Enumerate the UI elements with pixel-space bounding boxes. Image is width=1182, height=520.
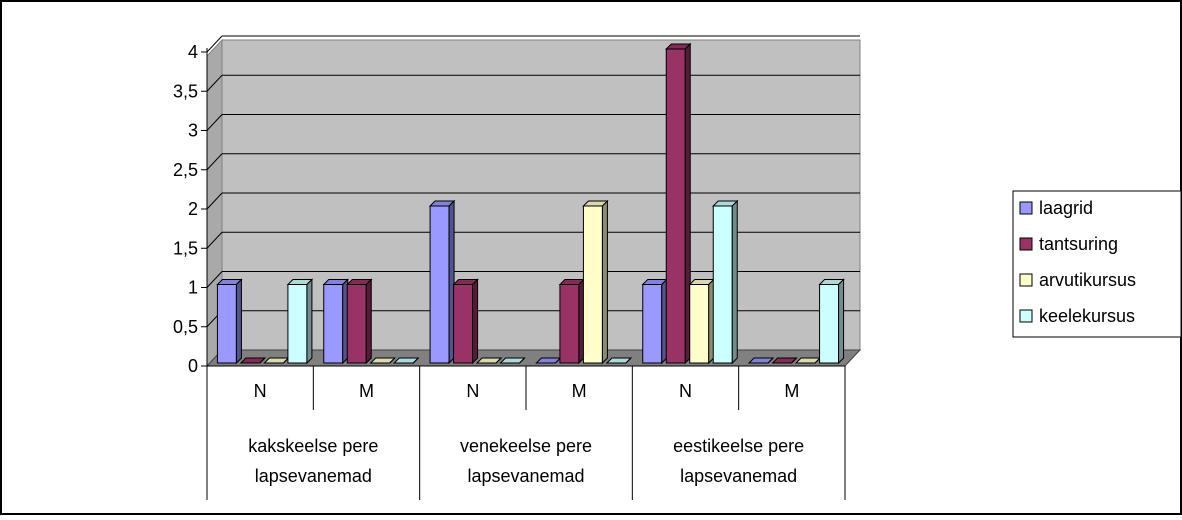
y-tick-label: 1 — [188, 278, 198, 298]
x-subcategory-label: M — [359, 381, 374, 401]
legend-swatch-laagrid — [1020, 202, 1032, 214]
x-group-label-line1: eestikeelse pere — [673, 436, 804, 456]
legend-swatch-arvutikursus — [1020, 274, 1032, 286]
bar-tantsuring-3 — [560, 285, 579, 364]
y-tick-label: 3,5 — [173, 81, 198, 101]
bar-laagrid-1 — [324, 285, 343, 364]
legend-swatch-keelekursus — [1020, 310, 1032, 322]
legend: laagrid tantsuring arvutikursus keelekursus — [1013, 191, 1181, 337]
bar-side-arvutikursus-3 — [602, 201, 607, 363]
x-group-label-line2: lapsevanemad — [680, 466, 797, 486]
bar-side-tantsuring-1 — [366, 280, 371, 364]
legend-label-keelekursus: keelekursus — [1039, 306, 1135, 326]
bar-arvutikursus-4 — [690, 285, 709, 364]
y-tick-label: 2 — [188, 199, 198, 219]
y-tick-label: 4 — [188, 42, 198, 62]
legend-swatch-tantsuring — [1020, 238, 1032, 250]
x-subcategory-label: N — [466, 381, 479, 401]
bar-side-tantsuring-2 — [473, 280, 478, 364]
x-group-label-line1: kakskeelse pere — [248, 436, 378, 456]
bar-keelekursus-0 — [288, 285, 307, 364]
bar-side-keelekursus-4 — [732, 201, 737, 363]
x-group-label-line1: venekeelse pere — [460, 436, 592, 456]
bar-keelekursus-5 — [820, 285, 839, 364]
bar-tantsuring-2 — [454, 285, 473, 364]
bar-side-laagrid-0 — [236, 280, 241, 364]
bar-laagrid-2 — [430, 206, 449, 363]
x-subcategory-label: M — [572, 381, 587, 401]
x-group-label-line2: lapsevanemad — [467, 466, 584, 486]
legend-label-tantsuring: tantsuring — [1039, 234, 1118, 254]
bar-arvutikursus-3 — [583, 206, 602, 363]
y-tick-label: 0 — [188, 356, 198, 376]
bar-tantsuring-4 — [666, 49, 685, 363]
y-tick-label: 1,5 — [173, 238, 198, 258]
x-group-label-line2: lapsevanemad — [255, 466, 372, 486]
bar-keelekursus-4 — [713, 206, 732, 363]
x-subcategory-label: N — [679, 381, 692, 401]
back-wall — [222, 40, 860, 350]
bar-side-keelekursus-5 — [839, 280, 844, 364]
y-tick-label: 2,5 — [173, 160, 198, 180]
bar-laagrid-4 — [643, 285, 662, 364]
x-subcategory-label: M — [784, 381, 799, 401]
x-subcategory-label: N — [254, 381, 267, 401]
y-tick-label: 3 — [188, 121, 198, 141]
bar-side-keelekursus-0 — [307, 280, 312, 364]
bar-laagrid-0 — [217, 285, 236, 364]
legend-label-arvutikursus: arvutikursus — [1039, 270, 1136, 290]
y-tick-label: 0,5 — [173, 317, 198, 337]
legend-label-laagrid: laagrid — [1039, 198, 1093, 218]
bar-tantsuring-1 — [347, 285, 366, 364]
